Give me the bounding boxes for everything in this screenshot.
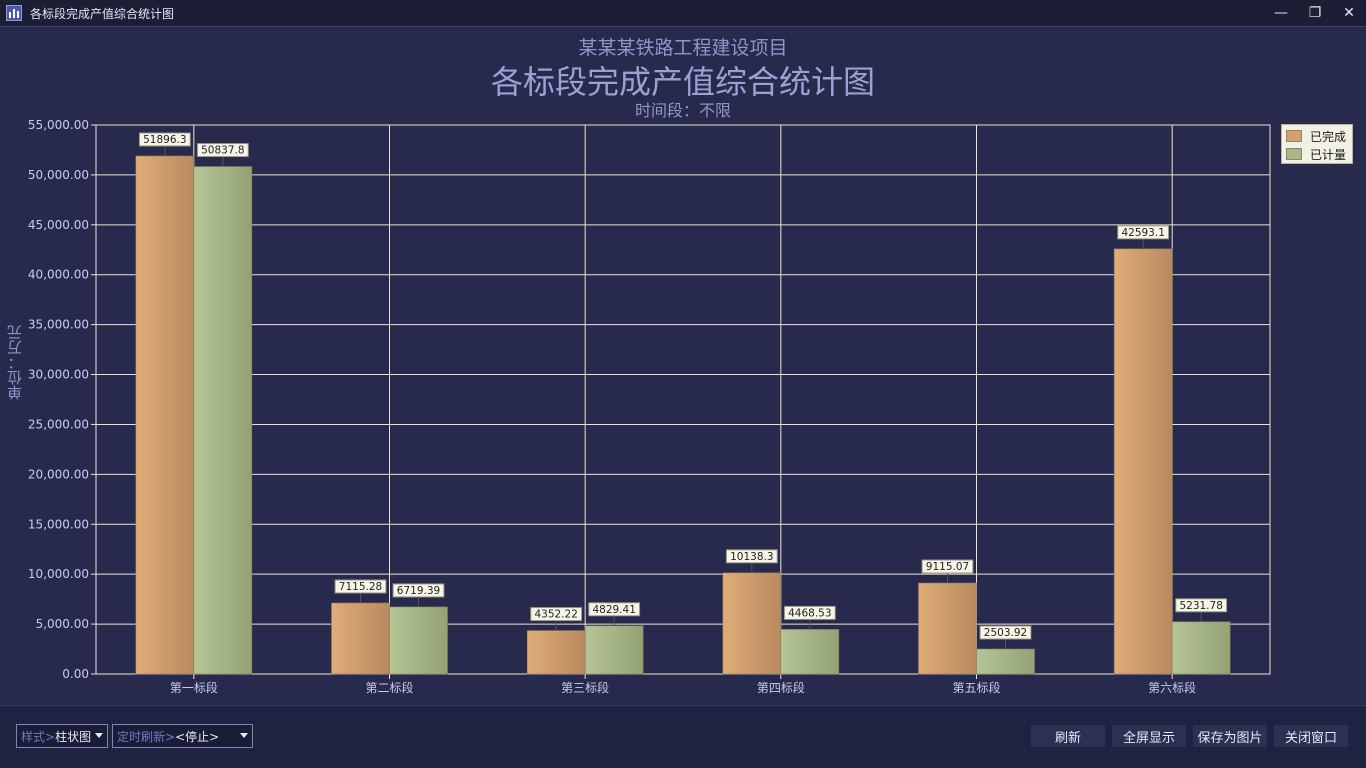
- bar-measured: [389, 606, 448, 675]
- data-label: 4352.22: [534, 609, 577, 621]
- y-tick-label: 5,000.00: [36, 617, 89, 631]
- y-tick-label: 45,000.00: [28, 218, 89, 232]
- data-label-box: [725, 549, 778, 564]
- refresh-button[interactable]: 刷新: [1030, 724, 1106, 748]
- chart-title: 各标段完成产值综合统计图: [490, 63, 875, 101]
- data-label: 50837.8: [201, 145, 244, 157]
- bar-chart: 0.00 5,000.00 10,000.00 15,000.00 20,000.00 2…: [28, 118, 1271, 695]
- legend-label-completed: 已完成: [1310, 129, 1347, 144]
- restore-button[interactable]: ❐: [1308, 5, 1322, 21]
- y-tick-label: 0.00: [62, 667, 89, 681]
- style-select-prefix: 样式>: [21, 729, 56, 744]
- x-tick-label: 第一标段: [170, 680, 218, 695]
- bar-completed: [331, 602, 390, 675]
- auto-refresh-select[interactable]: 定时刷新> <停止>: [112, 724, 253, 748]
- data-label: 4829.41: [592, 604, 635, 616]
- y-tick-label: 10,000.00: [28, 567, 89, 581]
- bar-measured: [1171, 621, 1231, 675]
- y-tick-label: 30,000.00: [28, 368, 89, 382]
- chevron-down-icon: [95, 733, 103, 738]
- data-label-box: [783, 605, 836, 620]
- fullscreen-button[interactable]: 全屏显示: [1111, 724, 1187, 748]
- auto-refresh-value: <停止>: [175, 729, 220, 744]
- y-tick-label: 25,000.00: [28, 417, 89, 431]
- data-label: 9115.07: [926, 561, 969, 573]
- data-label-box: [334, 579, 387, 594]
- title-bar: 各标段完成产值综合统计图 — ❐ ✕: [0, 0, 1366, 26]
- data-label-box: [979, 625, 1032, 640]
- data-label-box: [530, 607, 583, 622]
- window-title: 各标段完成产值综合统计图: [30, 6, 175, 21]
- legend: 已完成 已计量: [1281, 124, 1353, 164]
- bar-completed: [135, 155, 195, 675]
- data-label-box: [921, 559, 974, 574]
- bar-completed: [722, 572, 782, 675]
- data-label: 10138.3: [730, 551, 773, 563]
- chart-period: 时间段：不限: [634, 101, 731, 120]
- bar-measured: [193, 166, 253, 675]
- data-label: 5231.78: [1179, 600, 1222, 612]
- save-image-button[interactable]: 保存为图片: [1192, 724, 1268, 748]
- data-label: 4468.53: [788, 607, 831, 619]
- x-tick-label: 第五标段: [952, 680, 1000, 695]
- bar-measured: [584, 625, 644, 675]
- bar-measured: [780, 629, 840, 675]
- x-tick-label: 第四标段: [757, 680, 805, 695]
- x-tick-label: 第二标段: [365, 680, 413, 695]
- y-tick-label: 15,000.00: [28, 517, 89, 531]
- auto-refresh-prefix: 定时刷新>: [117, 729, 176, 744]
- legend-item-measured: 已计量: [1286, 145, 1348, 163]
- data-label: 2503.92: [984, 627, 1027, 639]
- legend-label-measured: 已计量: [1310, 147, 1347, 162]
- legend-item-completed: 已完成: [1286, 127, 1348, 145]
- bar-completed: [918, 582, 977, 675]
- data-label-box: [1175, 598, 1228, 613]
- data-label-box: [588, 602, 641, 617]
- y-tick-label: 35,000.00: [28, 318, 89, 332]
- y-tick-label: 55,000.00: [28, 118, 89, 132]
- plot-frame: [95, 124, 1271, 675]
- legend-swatch-completed: [1286, 130, 1302, 142]
- y-tick-label: 40,000.00: [28, 268, 89, 282]
- y-tick-label: 20,000.00: [28, 467, 89, 481]
- data-label-box: [196, 143, 249, 158]
- minimize-button[interactable]: —: [1274, 5, 1288, 21]
- chevron-down-icon: [240, 733, 248, 738]
- bar-completed: [526, 630, 586, 675]
- bottom-toolbar: 样式> 柱状图 定时刷新> <停止> 刷新 全屏显示 保存为图片 关闭窗口: [0, 706, 1366, 768]
- close-window-button[interactable]: 关闭窗口: [1273, 724, 1349, 748]
- chart-area: 某某某铁路工程建设项目 各标段完成产值综合统计图 时间段：不限 单位：万元 0.…: [0, 26, 1366, 706]
- data-label-box: [138, 132, 191, 147]
- data-label: 42593.1: [1121, 227, 1164, 239]
- data-label: 7115.28: [339, 581, 382, 593]
- close-button[interactable]: ✕: [1343, 5, 1355, 21]
- style-select-value: 柱状图: [55, 729, 92, 744]
- app-chart-icon: [6, 5, 22, 21]
- y-tick-label: 50,000.00: [28, 168, 89, 182]
- data-label: 51896.3: [143, 134, 186, 146]
- x-tick-label: 第六标段: [1148, 680, 1196, 695]
- legend-swatch-measured: [1286, 148, 1302, 160]
- chart-subtitle: 某某某铁路工程建设项目: [578, 37, 788, 59]
- data-label: 6719.39: [397, 585, 440, 597]
- x-tick-label: 第三标段: [561, 680, 609, 695]
- style-select[interactable]: 样式> 柱状图: [16, 724, 108, 748]
- bar-completed: [1113, 248, 1173, 675]
- bar-measured: [976, 648, 1035, 675]
- data-label-box: [392, 583, 445, 598]
- data-label-box: [1117, 225, 1170, 240]
